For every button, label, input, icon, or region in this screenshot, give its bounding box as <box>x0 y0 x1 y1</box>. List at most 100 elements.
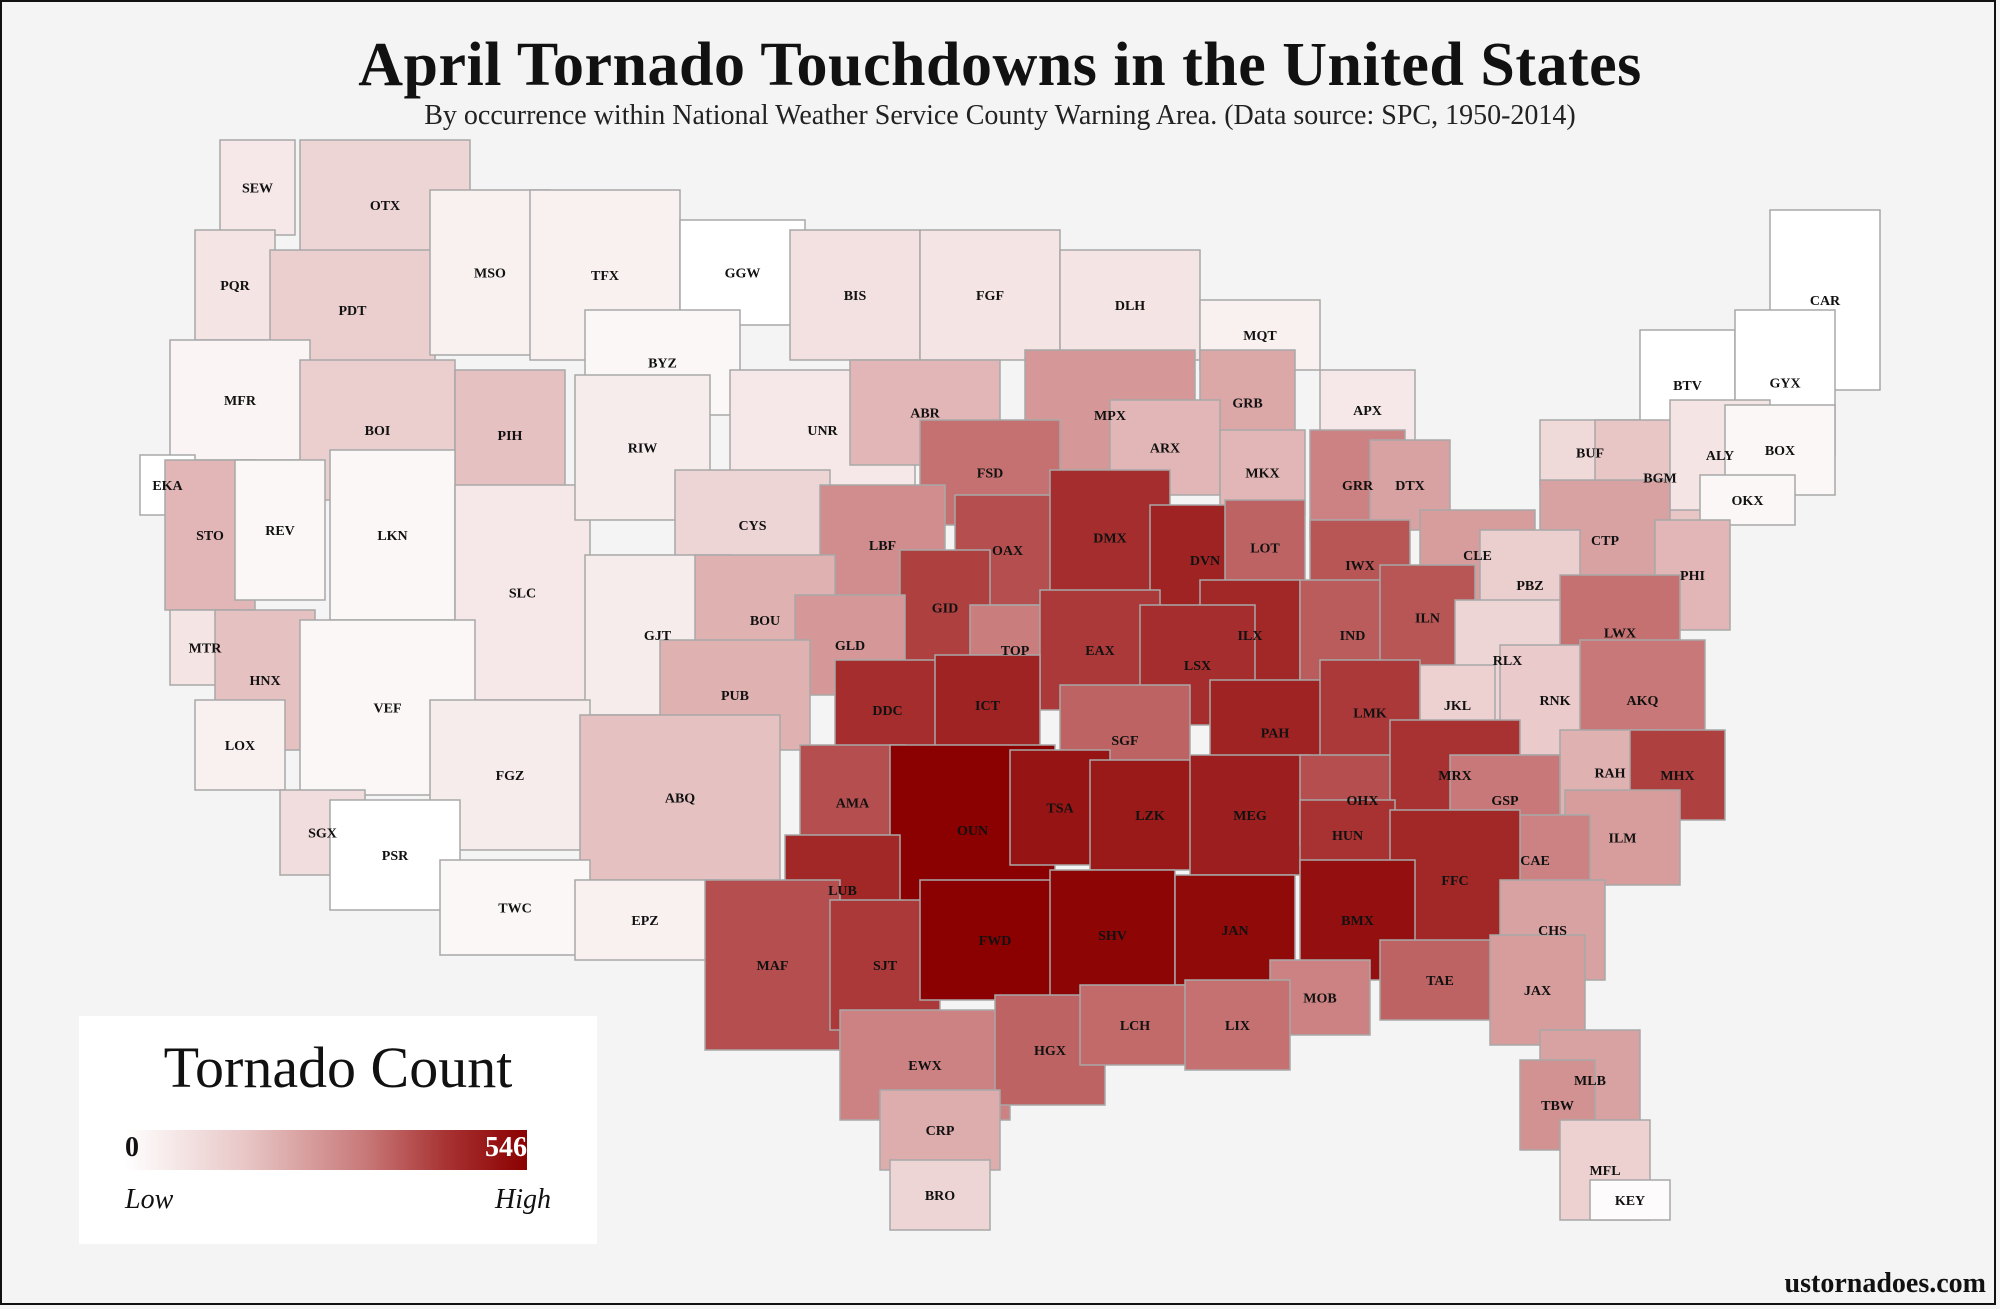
cwa-label-rev: REV <box>265 524 295 539</box>
cwa-label-fgf: FGF <box>976 289 1004 304</box>
cwa-label-chs: CHS <box>1538 924 1567 939</box>
cwa-label-mqt: MQT <box>1243 329 1277 344</box>
cwa-label-jan: JAN <box>1221 924 1248 939</box>
cwa-label-fwd: FWD <box>979 934 1012 949</box>
cwa-regions <box>139 139 1881 1231</box>
cwa-label-epz: EPZ <box>631 914 658 929</box>
cwa-label-sto: STO <box>196 529 224 544</box>
cwa-label-riw: RIW <box>628 442 658 457</box>
cwa-label-iln: ILN <box>1415 612 1440 627</box>
cwa-region-abq <box>579 714 781 881</box>
cwa-label-rah: RAH <box>1594 767 1625 782</box>
cwa-label-mlb: MLB <box>1574 1074 1606 1089</box>
cwa-label-maf: MAF <box>757 959 789 974</box>
cwa-label-buf: BUF <box>1576 447 1604 462</box>
cwa-label-crp: CRP <box>926 1124 955 1139</box>
cwa-label-gjt: GJT <box>644 629 672 644</box>
cwa-region-mfr <box>169 339 311 461</box>
legend-color-bar <box>125 1130 527 1170</box>
cwa-label-twc: TWC <box>498 902 531 917</box>
cwa-label-vef: VEF <box>374 702 402 717</box>
cwa-label-ilm: ILM <box>1609 832 1637 847</box>
cwa-labels: SEW OTX PQR PDT MSO TFX GGW BIS FGF DLH MQT CAR MFR B… <box>152 182 1841 1210</box>
cwa-label-apx: APX <box>1353 404 1382 419</box>
cwa-label-shv: SHV <box>1098 929 1127 944</box>
cwa-label-lch: LCH <box>1120 1019 1150 1034</box>
cwa-label-slc: SLC <box>509 587 536 602</box>
cwa-label-lwx: LWX <box>1604 627 1636 642</box>
cwa-region-ddc <box>834 659 941 761</box>
cwa-label-pqr: PQR <box>220 279 250 294</box>
cwa-label-cle: CLE <box>1463 549 1492 564</box>
cwa-region-bro <box>889 1159 991 1231</box>
cwa-label-sgf: SGF <box>1111 734 1138 749</box>
cwa-label-bmx: BMX <box>1341 914 1374 929</box>
cwa-label-cae: CAE <box>1520 854 1550 869</box>
cwa-label-mrx: MRX <box>1438 769 1471 784</box>
cwa-label-fgz: FGZ <box>496 769 525 784</box>
cwa-label-akq: AKQ <box>1627 694 1659 709</box>
cwa-label-gyx: GYX <box>1769 377 1800 392</box>
cwa-label-byz: BYZ <box>648 357 677 372</box>
cwa-label-top: TOP <box>1001 644 1030 659</box>
cwa-label-tfx: TFX <box>591 269 619 284</box>
cwa-label-bgm: BGM <box>1643 472 1676 487</box>
cwa-label-eax: EAX <box>1085 644 1115 659</box>
cwa-region-lix <box>1184 979 1291 1071</box>
cwa-label-gid: GID <box>932 602 958 617</box>
legend-title: Tornado Count <box>163 1035 513 1100</box>
cwa-label-okx: OKX <box>1732 494 1764 509</box>
cwa-label-lub: LUB <box>828 884 857 899</box>
cwa-label-ctp: CTP <box>1591 534 1619 549</box>
cwa-region-hun <box>1299 799 1396 871</box>
cwa-label-box: BOX <box>1765 444 1795 459</box>
cwa-label-sjt: SJT <box>873 959 898 974</box>
cwa-label-hun: HUN <box>1332 829 1363 844</box>
cwa-label-rlx: RLX <box>1493 654 1523 669</box>
cwa-label-abr: ABR <box>910 407 940 422</box>
cwa-region-fwd <box>919 879 1071 1001</box>
cwa-label-tsa: TSA <box>1046 802 1074 817</box>
cwa-label-dmx: DMX <box>1093 532 1126 547</box>
cwa-region-jax <box>1489 934 1586 1046</box>
legend-high-label: High <box>495 1184 551 1215</box>
cwa-label-grr: GRR <box>1342 479 1374 494</box>
cwa-label-mso: MSO <box>474 267 506 282</box>
cwa-region-slc <box>454 484 591 701</box>
cwa-label-ggw: GGW <box>725 267 761 282</box>
cwa-label-fsd: FSD <box>977 467 1003 482</box>
cwa-label-pub: PUB <box>721 689 749 704</box>
cwa-label-iwx: IWX <box>1345 559 1375 574</box>
cwa-label-otx: OTX <box>370 199 400 214</box>
cwa-label-hnx: HNX <box>249 674 280 689</box>
cwa-label-ewx: EWX <box>908 1059 941 1074</box>
cwa-label-tae: TAE <box>1426 974 1454 989</box>
cwa-label-pah: PAH <box>1261 727 1290 742</box>
cwa-label-abq: ABQ <box>665 792 695 807</box>
cwa-label-lsx: LSX <box>1184 659 1211 674</box>
cwa-label-aly: ALY <box>1706 449 1734 464</box>
cwa-label-psr: PSR <box>382 849 409 864</box>
cwa-label-lbf: LBF <box>869 539 896 554</box>
legend-max-value: 546 <box>485 1132 527 1163</box>
site-credit: ustornadoes.com <box>1784 1268 1986 1299</box>
cwa-label-jkl: JKL <box>1444 699 1471 714</box>
cwa-label-rnk: RNK <box>1539 694 1570 709</box>
cwa-region-okx <box>1699 474 1796 526</box>
cwa-label-dlh: DLH <box>1115 299 1145 314</box>
cwa-region-lch <box>1079 984 1191 1066</box>
map-subtitle: By occurrence within National Weather Se… <box>424 100 1576 131</box>
cwa-label-bou: BOU <box>750 614 780 629</box>
cwa-region-crp <box>879 1089 1001 1171</box>
cwa-label-ffc: FFC <box>1441 874 1468 889</box>
cwa-label-mfl: MFL <box>1589 1164 1620 1179</box>
cwa-label-ddc: DDC <box>872 704 902 719</box>
cwa-label-pbz: PBZ <box>1516 579 1543 594</box>
cwa-label-eka: EKA <box>152 479 183 494</box>
cwa-label-sew: SEW <box>242 182 273 197</box>
cwa-label-lmk: LMK <box>1353 707 1387 722</box>
cwa-label-btv: BTV <box>1673 379 1702 394</box>
cwa-label-lix: LIX <box>1225 1019 1250 1034</box>
